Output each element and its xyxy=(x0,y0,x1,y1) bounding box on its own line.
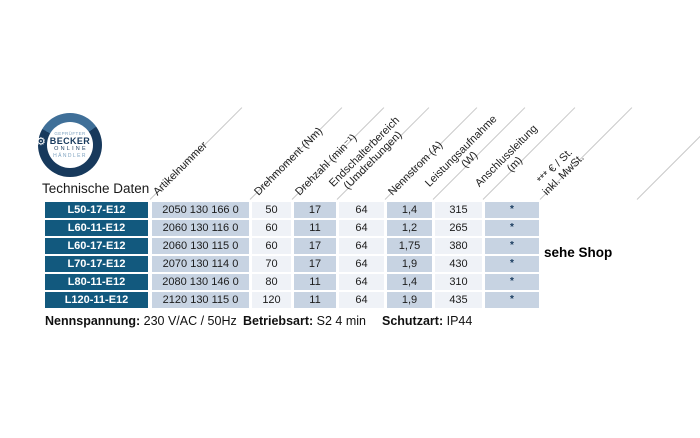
gear-icon: ⚙ xyxy=(36,136,46,148)
spec-value: S2 4 min xyxy=(316,314,366,328)
column-header-drehmoment: Drehmoment (Nm) xyxy=(252,124,326,198)
cell-model: L70-17-E12 xyxy=(45,256,148,272)
table-row: L60-11-E12 2060 130 116 0 60 11 64 1,2 2… xyxy=(0,220,700,236)
cell-nennstrom: 1,2 xyxy=(387,220,432,236)
cell-drehmoment: 50 xyxy=(252,202,291,218)
cell-drehmoment: 80 xyxy=(252,274,291,290)
spec-schutzart: Schutzart: IP44 xyxy=(382,314,472,328)
cell-artikelnummer: 2080 130 146 0 xyxy=(152,274,249,290)
cell-leistungsaufnahme: 430 xyxy=(435,256,482,272)
spec-betriebsart: Betriebsart: S2 4 min xyxy=(243,314,366,328)
column-header-artikelnummer: Artikelnummer xyxy=(151,139,210,198)
cell-drehzahl: 11 xyxy=(294,274,336,290)
cell-drehmoment: 60 xyxy=(252,220,291,236)
badge-line-online: ONLINE xyxy=(54,145,88,152)
table-row: L70-17-E12 2070 130 114 0 70 17 64 1,9 4… xyxy=(0,256,700,272)
cell-artikelnummer: 2060 130 116 0 xyxy=(152,220,249,236)
column-header-preis: *** € / St. inkl. MwSt. xyxy=(535,146,587,198)
cell-endschalterbereich: 64 xyxy=(339,220,384,236)
badge-line-gepruefter: GEPRÜFTER xyxy=(54,130,86,136)
header-divider-line xyxy=(636,96,700,200)
table-row: L80-11-E12 2080 130 146 0 80 11 64 1,4 3… xyxy=(0,274,700,290)
spec-label: Schutzart: xyxy=(382,314,444,328)
cell-leistungsaufnahme: 380 xyxy=(435,238,482,254)
cell-drehmoment: 60 xyxy=(252,238,291,254)
cell-artikelnummer: 2070 130 114 0 xyxy=(152,256,249,272)
cell-anschlussleitung: * xyxy=(485,238,539,254)
cell-endschalterbereich: 64 xyxy=(339,256,384,272)
cell-anschlussleitung: * xyxy=(485,220,539,236)
cell-artikelnummer: 2050 130 166 0 xyxy=(152,202,249,218)
cell-artikelnummer: 2060 130 115 0 xyxy=(152,238,249,254)
cell-leistungsaufnahme: 435 xyxy=(435,292,482,308)
cell-anschlussleitung: * xyxy=(485,256,539,272)
cell-nennstrom: 1,75 xyxy=(387,238,432,254)
cell-model: L120-11-E12 xyxy=(45,292,148,308)
table-row: L50-17-E12 2050 130 166 0 50 17 64 1,4 3… xyxy=(0,202,700,218)
cell-leistungsaufnahme: 310 xyxy=(435,274,482,290)
badge-brand-becker: BECKER xyxy=(49,135,91,146)
cell-leistungsaufnahme: 315 xyxy=(435,202,482,218)
cell-endschalterbereich: 64 xyxy=(339,238,384,254)
cell-drehzahl: 11 xyxy=(294,220,336,236)
cell-drehzahl: 11 xyxy=(294,292,336,308)
badge-inner-circle: GEPRÜFTER BECKER ONLINE HÄNDLER xyxy=(47,122,93,168)
badge-line-haendler: HÄNDLER xyxy=(53,152,87,159)
cell-drehzahl: 17 xyxy=(294,202,336,218)
cell-anschlussleitung: * xyxy=(485,202,539,218)
cell-model: L60-11-E12 xyxy=(45,220,148,236)
cell-drehmoment: 120 xyxy=(252,292,291,308)
cell-leistungsaufnahme: 265 xyxy=(435,220,482,236)
cell-endschalterbereich: 64 xyxy=(339,292,384,308)
table-row: L120-11-E12 2120 130 115 0 120 11 64 1,9… xyxy=(0,292,700,308)
cell-nennstrom: 1,4 xyxy=(387,202,432,218)
cell-drehzahl: 17 xyxy=(294,238,336,254)
cell-model: L50-17-E12 xyxy=(45,202,148,218)
table-row: L60-17-E12 2060 130 115 0 60 17 64 1,75 … xyxy=(0,238,700,254)
cell-nennstrom: 1,9 xyxy=(387,292,432,308)
becker-dealer-badge: GEPRÜFTER BECKER ONLINE HÄNDLER ⚙ xyxy=(36,113,102,177)
spec-label: Nennspannung: xyxy=(45,314,141,328)
cell-model: L60-17-E12 xyxy=(45,238,148,254)
cell-nennstrom: 1,9 xyxy=(387,256,432,272)
cell-endschalterbereich: 64 xyxy=(339,274,384,290)
cell-artikelnummer: 2120 130 115 0 xyxy=(152,292,249,308)
cell-nennstrom: 1,4 xyxy=(387,274,432,290)
page-title: Technische Daten xyxy=(42,181,150,196)
cell-drehmoment: 70 xyxy=(252,256,291,272)
spec-nennspannung: Nennspannung: 230 V/AC / 50Hz xyxy=(45,314,237,328)
cell-anschlussleitung: * xyxy=(485,292,539,308)
spec-value: IP44 xyxy=(446,314,473,328)
cell-anschlussleitung: * xyxy=(485,274,539,290)
cell-model: L80-11-E12 xyxy=(45,274,148,290)
cell-drehzahl: 17 xyxy=(294,256,336,272)
cell-endschalterbereich: 64 xyxy=(339,202,384,218)
spec-label: Betriebsart: xyxy=(243,314,314,328)
see-shop-note: sehe Shop xyxy=(544,245,613,260)
spec-value: 230 V/AC / 50Hz xyxy=(143,314,237,328)
